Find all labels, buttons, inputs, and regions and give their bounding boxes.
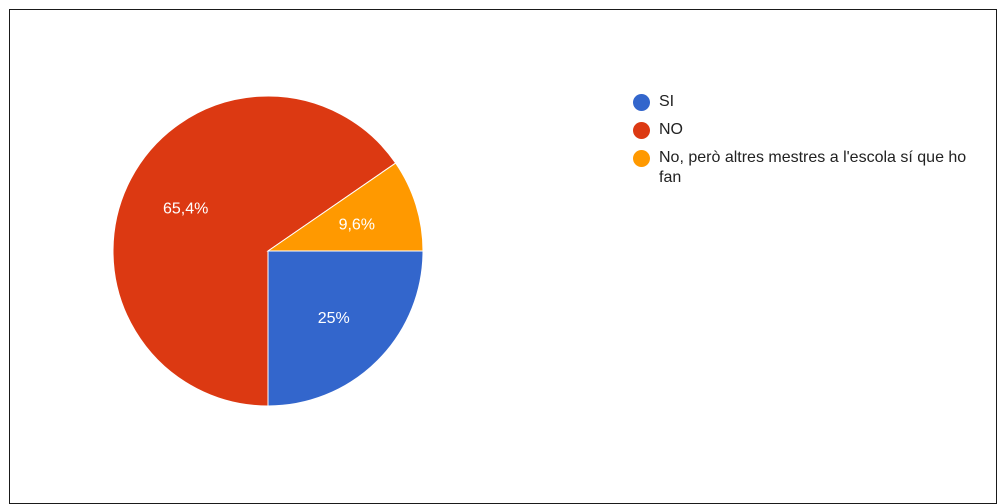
legend-item-si[interactable]: SI	[633, 92, 973, 112]
legend-swatch-no	[633, 122, 650, 139]
chart-legend: SI NO No, però altres mestres a l'escola…	[633, 92, 973, 196]
legend-item-no[interactable]: NO	[633, 120, 973, 140]
legend-label-si: SI	[659, 93, 675, 110]
pie-label-other-teachers: 9,6%	[339, 216, 375, 233]
legend-swatch-si	[633, 94, 650, 111]
legend-label-no: NO	[659, 121, 683, 138]
legend-label-other-teachers: No, però altres mestres a l'escola sí qu…	[659, 149, 967, 186]
pie-label-no: 65,4%	[163, 201, 208, 218]
pie-label-si: 25%	[318, 310, 350, 327]
legend-swatch-other-teachers	[633, 150, 650, 167]
legend-item-other-teachers[interactable]: No, però altres mestres a l'escola sí qu…	[633, 148, 973, 188]
pie-slice-other-teachers[interactable]	[266, 162, 424, 252]
pie-slice-si[interactable]	[267, 250, 424, 407]
pie-slice-no[interactable]	[112, 95, 397, 407]
